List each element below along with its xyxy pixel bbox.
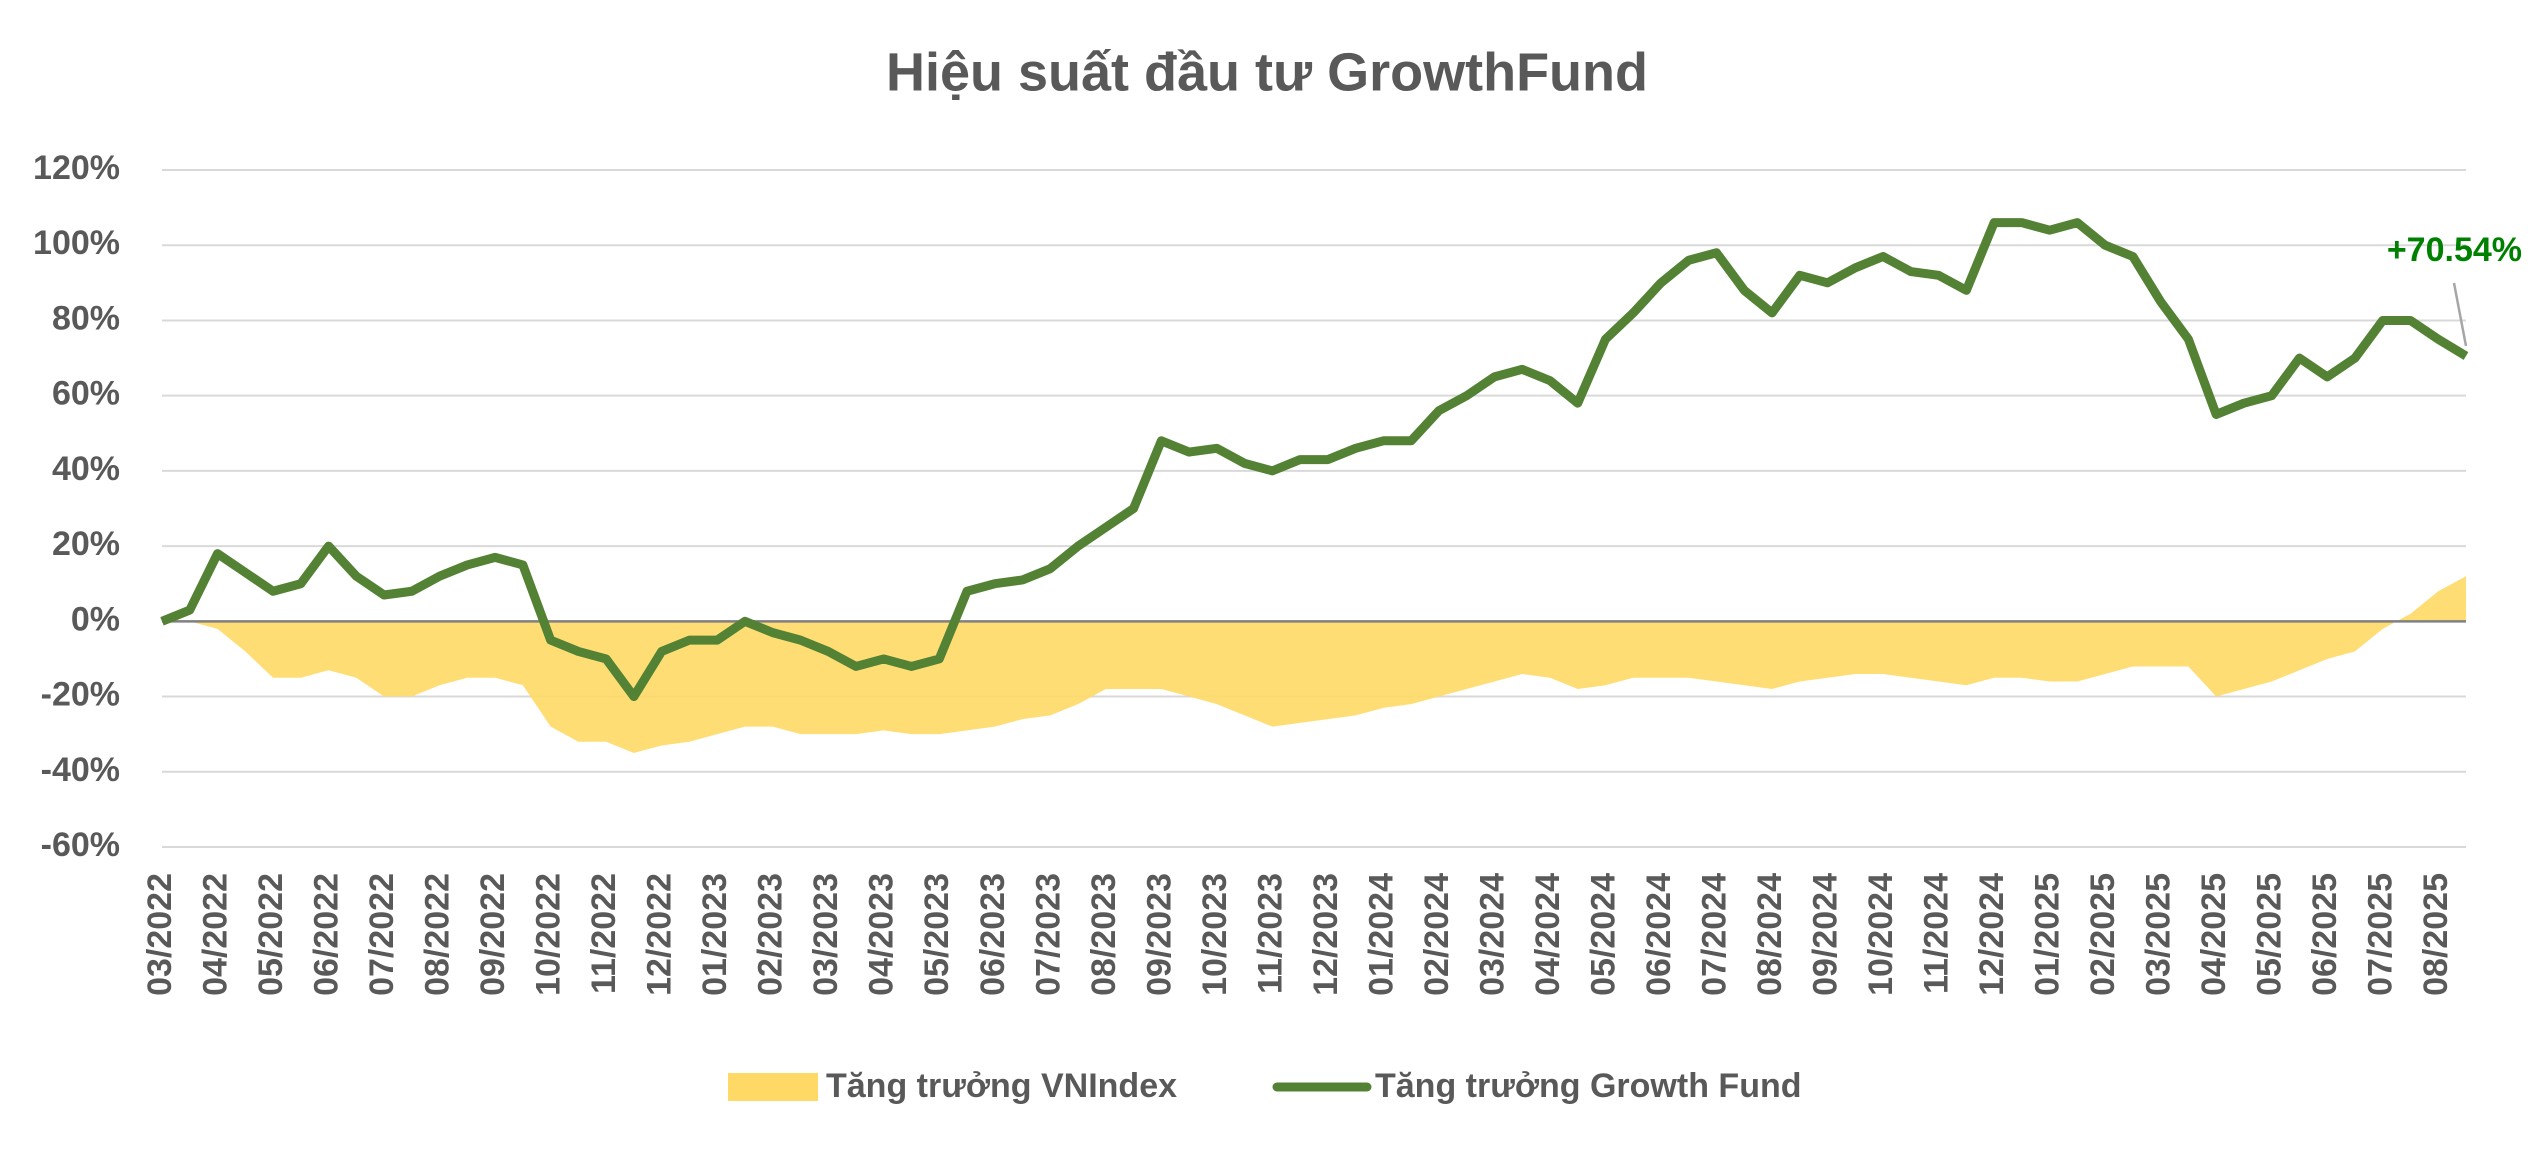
x-tick-label: 04/2025 bbox=[2195, 873, 2233, 996]
x-tick-label: 08/2024 bbox=[1751, 873, 1789, 996]
y-tick-label: 60% bbox=[52, 375, 120, 413]
x-tick-label: 08/2023 bbox=[1085, 873, 1123, 996]
y-tick-label: 20% bbox=[52, 525, 120, 563]
x-tick-label: 10/2023 bbox=[1196, 873, 1234, 996]
x-tick-label: 11/2023 bbox=[1251, 873, 1289, 994]
x-tick-label: 05/2022 bbox=[252, 873, 290, 996]
x-tick-label: 08/2025 bbox=[2417, 873, 2455, 996]
x-tick-label: 01/2025 bbox=[2029, 873, 2067, 996]
x-tick-label: 06/2024 bbox=[1640, 873, 1678, 996]
annotation-leader bbox=[2452, 282, 2468, 347]
chart-title: Hiệu suất đầu tư GrowthFund bbox=[886, 42, 1648, 102]
x-tick-label: 12/2023 bbox=[1307, 873, 1345, 996]
legend-swatch bbox=[728, 1073, 818, 1101]
y-tick-label: 120% bbox=[33, 149, 120, 187]
x-tick-label: 02/2024 bbox=[1418, 873, 1456, 996]
legend-label: Tăng trưởng Growth Fund bbox=[1375, 1067, 1802, 1105]
x-tick-label: 04/2023 bbox=[863, 873, 901, 996]
x-tick-label: 04/2024 bbox=[1529, 873, 1567, 996]
x-tick-label: 12/2022 bbox=[641, 873, 679, 996]
y-tick-label: -20% bbox=[41, 676, 120, 714]
x-tick-label: 09/2022 bbox=[474, 873, 512, 996]
y-tick-label: 0% bbox=[71, 600, 120, 638]
y-tick-label: 80% bbox=[52, 299, 120, 337]
x-tick-label: 05/2023 bbox=[918, 873, 956, 996]
x-tick-label: 02/2025 bbox=[2084, 873, 2122, 996]
x-tick-label: 07/2024 bbox=[1695, 873, 1733, 996]
x-tick-label: 06/2022 bbox=[308, 873, 346, 996]
line bbox=[160, 218, 2469, 702]
x-tick-label: 07/2022 bbox=[363, 873, 401, 996]
legend-label: Tăng trưởng VNIndex bbox=[826, 1067, 1177, 1105]
x-tick-label: 08/2022 bbox=[419, 873, 457, 996]
y-tick-label: -40% bbox=[41, 751, 120, 789]
x-tick-label: 12/2024 bbox=[1973, 873, 2011, 996]
x-tick-label: 07/2023 bbox=[1029, 873, 1067, 996]
y-tick-label: 40% bbox=[52, 450, 120, 488]
annotation: +70.54% bbox=[2387, 231, 2522, 269]
x-tick-label: 11/2024 bbox=[1918, 873, 1956, 994]
x-tick-label: 01/2024 bbox=[1362, 873, 1400, 996]
x-tick-label: 11/2022 bbox=[585, 873, 623, 994]
x-tick-label: 09/2023 bbox=[1140, 873, 1178, 996]
x-tick-label: 01/2023 bbox=[696, 873, 734, 996]
x-tick-label: 05/2024 bbox=[1584, 873, 1622, 996]
y-tick-label: 100% bbox=[33, 224, 120, 262]
x-tick-label: 10/2024 bbox=[1862, 873, 1900, 996]
x-tick-label: 02/2023 bbox=[752, 873, 790, 996]
x-tick-label: 05/2025 bbox=[2251, 873, 2289, 996]
x-tick-label: 03/2022 bbox=[141, 873, 179, 996]
x-tick-label: 03/2023 bbox=[807, 873, 845, 996]
x-tick-label: 06/2023 bbox=[974, 873, 1012, 996]
y-tick-label: -60% bbox=[41, 826, 120, 864]
x-tick-label: 09/2024 bbox=[1807, 873, 1845, 996]
x-tick-label: 04/2022 bbox=[197, 873, 235, 996]
area bbox=[162, 576, 2466, 753]
x-tick-label: 03/2025 bbox=[2140, 873, 2178, 996]
x-tick-label: 10/2022 bbox=[530, 873, 568, 996]
x-tick-label: 07/2025 bbox=[2362, 873, 2400, 996]
x-tick-label: 06/2025 bbox=[2306, 873, 2344, 996]
x-tick-label: 03/2024 bbox=[1473, 873, 1511, 996]
